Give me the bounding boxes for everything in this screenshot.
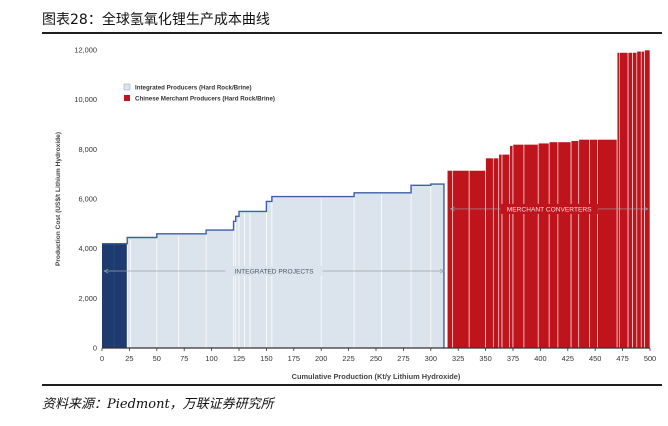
annotation-arrow-left (449, 206, 455, 212)
integrated-bar (235, 216, 239, 348)
annotation-label: INTEGRATED PROJECTS (235, 268, 315, 275)
merchant-bar (468, 170, 486, 349)
y-axis-ticks: 0 2,000 4,000 6,000 8,000 10,000 12,000 (74, 46, 97, 353)
y-tick-label: 2,000 (79, 294, 98, 303)
x-tick-label: 350 (479, 354, 491, 363)
annotation-label-bg (225, 266, 323, 277)
x-tick-label: 475 (616, 354, 628, 363)
title-rule (42, 32, 662, 34)
merchant-bar (557, 141, 572, 349)
merchant-bar (640, 50, 645, 349)
merchant-bar (498, 154, 503, 349)
x-tick-label: 150 (260, 354, 272, 363)
y-tick-label: 12,000 (74, 46, 97, 55)
legend: Integrated Producers (Hard Rock/Brine) C… (123, 83, 275, 103)
integrated-bar (178, 233, 207, 348)
y-tick-label: 4,000 (79, 244, 98, 253)
merchant-bar (537, 142, 550, 349)
source-rule (42, 384, 662, 386)
x-tick-label: 250 (370, 354, 382, 363)
integrated-bar (130, 237, 157, 348)
integrated-bar (249, 211, 267, 348)
integrated-bar (127, 237, 131, 348)
integrated-bar (233, 221, 236, 348)
x-tick-label: 500 (644, 354, 656, 363)
x-tick-label: 75 (180, 354, 188, 363)
integrated-bar (381, 192, 412, 348)
x-tick-label: 400 (534, 354, 546, 363)
source-note: 资料来源：Piedmont，万联证券研究所 (42, 397, 274, 412)
x-tick-label: 450 (589, 354, 601, 363)
x-tick-label: 200 (315, 354, 327, 363)
annotation-arrow-left (103, 268, 109, 274)
x-tick-label: 300 (425, 354, 437, 363)
integrated-bar (354, 192, 382, 348)
merchant-bar (616, 52, 620, 349)
x-tick-label: 175 (288, 354, 300, 363)
x-tick-label: 375 (507, 354, 519, 363)
annotation-label: MERCHANT CONVERTERS (507, 206, 592, 213)
integrated-bar (114, 243, 128, 348)
figure-title: 图表28：全球氢氧化锂生产成本曲线 (42, 12, 270, 28)
x-axis-ticks: 0 25 50 75 100 125 150 175 200 225 250 275 300 325 350… (100, 348, 656, 363)
range-annotations: INTEGRATED PROJECTS MERCHANT CONVERTERS (103, 203, 649, 277)
merchant-bar (627, 52, 633, 349)
integrated-bar (411, 185, 431, 348)
x-tick-label: 425 (562, 354, 574, 363)
y-tick-label: 0 (93, 344, 97, 353)
annotation-arrow-right (643, 206, 649, 212)
annotation-label-bg (500, 203, 598, 214)
merchant-bar (632, 52, 638, 349)
merchant-bar (597, 139, 618, 349)
x-tick-label: 275 (397, 354, 409, 363)
integrated-cost-outline (102, 183, 445, 348)
merchant-bar (619, 52, 629, 349)
integrated-bar (430, 184, 444, 348)
merchant-bar (501, 154, 511, 349)
merchant-bar (512, 144, 525, 349)
merchant-bar (644, 49, 651, 349)
x-axis-label: Cumulative Production (Kt/y Lithium Hydr… (292, 372, 461, 381)
merchant-bar (548, 141, 559, 349)
x-tick-label: 225 (342, 354, 354, 363)
merchant-bar (570, 140, 580, 349)
merchant-bar (492, 157, 500, 349)
x-tick-label: 25 (125, 354, 133, 363)
integrated-bar (239, 211, 245, 348)
merchant-bar (446, 170, 454, 349)
y-tick-label: 8,000 (79, 145, 98, 154)
integrated-bar (244, 211, 250, 348)
integrated-bar (156, 233, 179, 348)
merchant-bar (523, 144, 539, 349)
integrated-bar (321, 196, 355, 348)
y-tick-label: 10,000 (74, 95, 97, 104)
legend-swatch-merchant (124, 95, 130, 101)
merchant-bar (636, 50, 642, 349)
x-tick-label: 325 (452, 354, 464, 363)
legend-swatch-integrated (123, 83, 131, 91)
integrated-bar (206, 230, 234, 348)
merchant-bar (589, 139, 598, 349)
legend-label-integrated: Integrated Producers (Hard Rock/Brine) (135, 85, 252, 92)
integrated-bar (102, 243, 115, 348)
annotation-arrow-right (439, 268, 445, 274)
y-tick-label: 6,000 (79, 195, 98, 204)
x-tick-label: 125 (233, 354, 245, 363)
cost-curve-chart: INTEGRATED PROJECTS MERCHANT CONVERTERS 0… (55, 46, 656, 382)
x-tick-label: 100 (205, 354, 217, 363)
x-tick-label: 0 (100, 354, 104, 363)
merchant-bar (452, 170, 470, 349)
x-tick-label: 50 (153, 354, 161, 363)
legend-label-merchant: Chinese Merchant Producers (Hard Rock/Br… (135, 96, 275, 103)
merchant-bar (485, 157, 494, 349)
y-axis-label: Production Cost (US$/t Lithium Hydroxide… (55, 132, 62, 266)
merchant-bar (578, 139, 591, 349)
merchant-bar (509, 145, 514, 349)
